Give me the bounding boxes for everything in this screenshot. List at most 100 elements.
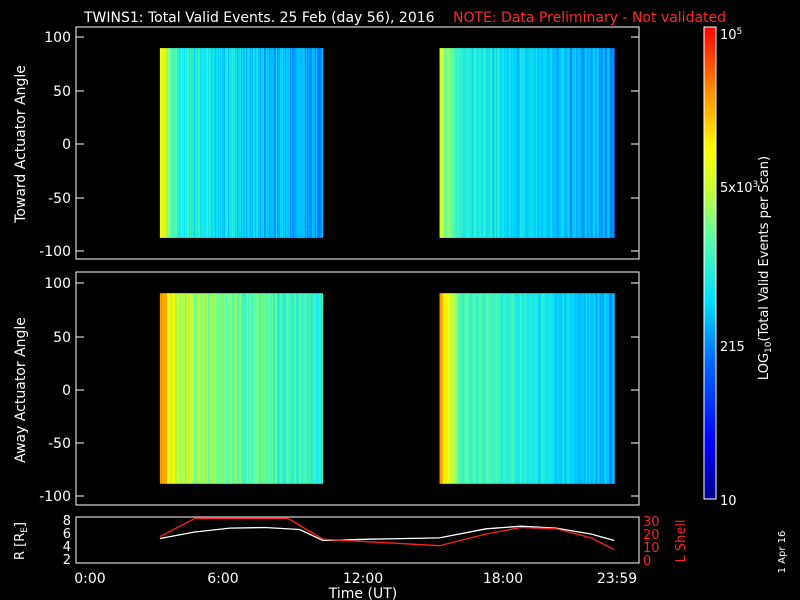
heatmap-column	[312, 48, 315, 238]
heatmap-column	[202, 48, 205, 238]
heatmap-column	[317, 48, 320, 238]
heatmap-column	[555, 48, 557, 238]
heatmap-column	[243, 48, 246, 238]
heatmap-column	[463, 293, 465, 484]
heatmap-column	[553, 293, 555, 484]
heatmap-column	[186, 48, 189, 238]
heatmap-column	[444, 293, 446, 484]
heatmap-column	[452, 48, 454, 238]
heatmap-column	[588, 48, 590, 238]
heatmap-column	[489, 293, 491, 484]
heatmap-column	[519, 293, 521, 484]
panel-away-heatmap	[159, 293, 615, 484]
colorbar-tick-max-base: 10	[720, 28, 737, 43]
heatmap-column	[531, 48, 533, 238]
heatmap-column	[167, 293, 170, 484]
panel-orbit-left-ticks: 8 6 4 2	[63, 514, 71, 568]
heatmap-column	[524, 48, 526, 238]
heatmap-column	[220, 293, 223, 484]
heatmap-column	[444, 48, 446, 238]
colorbar-tick-min: 10	[720, 494, 737, 509]
heatmap-column	[187, 48, 190, 238]
heatmap-column	[210, 48, 213, 238]
heatmap-column	[500, 48, 502, 238]
heatmap-column	[450, 48, 452, 238]
orbit-ytick-left: 2	[63, 553, 71, 568]
heatmap-column	[564, 48, 566, 238]
heatmap-column	[568, 48, 570, 238]
heatmap-column	[604, 293, 606, 484]
heatmap-column	[557, 293, 559, 484]
panel-away-ylabel: Away Actuator Angle	[13, 317, 29, 463]
heatmap-column	[207, 293, 210, 484]
orbit-ytick-left: 4	[63, 540, 71, 555]
heatmap-column	[183, 293, 186, 484]
heatmap-column	[603, 293, 605, 484]
heatmap-column	[282, 293, 285, 484]
heatmap-column	[503, 48, 505, 238]
heatmap-column	[283, 293, 286, 484]
heatmap-column	[460, 293, 462, 484]
heatmap-column	[171, 293, 174, 484]
heatmap-column	[314, 48, 317, 238]
heatmap-column	[575, 48, 577, 238]
heatmap-column	[537, 293, 539, 484]
heatmap-column	[262, 293, 265, 484]
heatmap-column	[160, 48, 163, 238]
heatmap-column	[596, 48, 598, 238]
heatmap-column	[586, 48, 588, 238]
heatmap-column	[546, 293, 548, 484]
panel-away: 100 50 0 -50 -100 Away Actuator Angle	[13, 271, 640, 506]
heatmap-column	[547, 48, 549, 238]
heatmap-column	[163, 293, 166, 484]
heatmap-column	[460, 48, 462, 238]
heatmap-column	[193, 48, 196, 238]
heatmap-column	[203, 293, 206, 484]
heatmap-column	[288, 48, 291, 238]
heatmap-column	[175, 293, 178, 484]
heatmap-column	[237, 48, 240, 238]
heatmap-column	[477, 293, 479, 484]
heatmap-column	[458, 293, 460, 484]
heatmap-column	[309, 293, 312, 484]
heatmap-column	[276, 293, 279, 484]
heatmap-column	[568, 293, 570, 484]
heatmap-column	[308, 48, 311, 238]
heatmap-column	[317, 293, 320, 484]
heatmap-column	[606, 48, 608, 238]
heatmap-column	[480, 293, 482, 484]
heatmap-column	[287, 293, 290, 484]
heatmap-column	[176, 48, 179, 238]
orbit-ytick-left: 6	[63, 527, 71, 542]
heatmap-column	[294, 48, 297, 238]
heatmap-column	[165, 293, 168, 484]
heatmap-column	[502, 48, 504, 238]
heatmap-column	[488, 293, 490, 484]
heatmap-column	[536, 293, 538, 484]
heatmap-column	[590, 293, 592, 484]
heatmap-column	[498, 48, 500, 238]
heatmap-column	[461, 48, 463, 238]
heatmap-column	[239, 48, 242, 238]
heatmap-column	[260, 48, 263, 238]
heatmap-column	[271, 293, 274, 484]
heatmap-column	[292, 293, 295, 484]
heatmap-column	[610, 293, 612, 484]
heatmap-column	[605, 48, 607, 238]
panel-away-ytick: -50	[48, 436, 71, 452]
heatmap-column	[182, 293, 185, 484]
heatmap-column	[229, 293, 232, 484]
heatmap-column	[249, 293, 252, 484]
heatmap-column	[494, 48, 496, 238]
heatmap-column	[280, 48, 283, 238]
orbit-ytick-right: 0	[643, 554, 651, 569]
panel-orbit-frame	[75, 516, 640, 564]
heatmap-column	[586, 293, 588, 484]
heatmap-column	[473, 293, 475, 484]
heatmap-column	[197, 48, 200, 238]
heatmap-column	[283, 48, 286, 238]
heatmap-column	[497, 48, 499, 238]
heatmap-column	[279, 293, 282, 484]
heatmap-column	[231, 48, 234, 238]
heatmap-column	[272, 293, 275, 484]
